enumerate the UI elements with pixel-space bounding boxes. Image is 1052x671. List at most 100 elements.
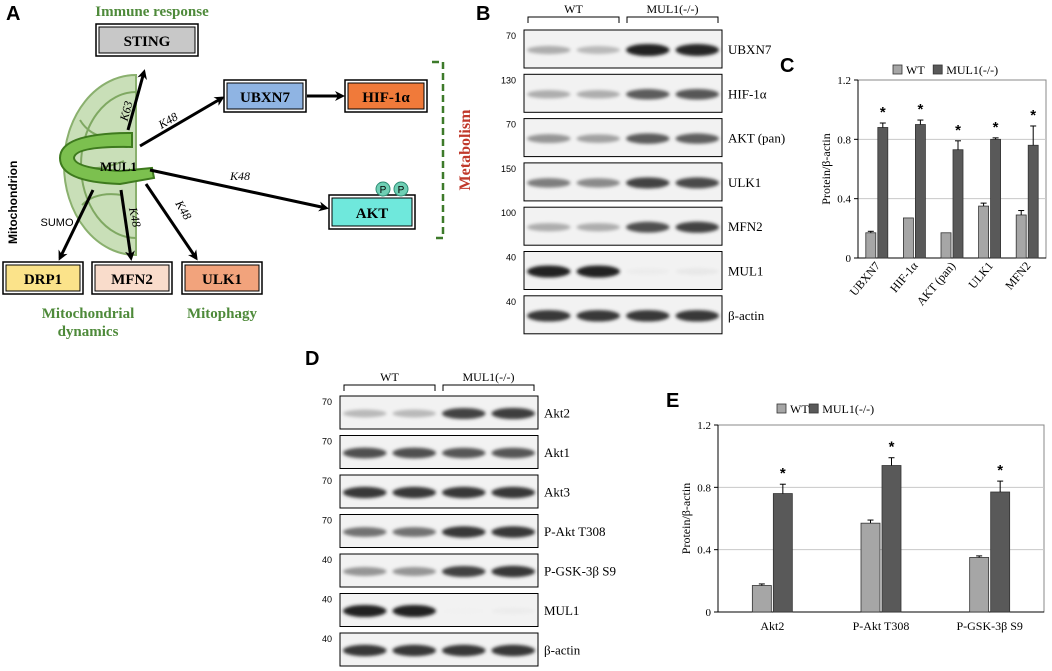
x-tick-label: UBXN7 (847, 259, 883, 299)
ubxn7-label: UBXN7 (240, 90, 291, 106)
blot-band (576, 310, 621, 322)
blot-band (342, 447, 387, 459)
blot-band (526, 265, 571, 278)
phospho-label-2: P (398, 185, 405, 196)
edge-label-ulk1: K48 (172, 197, 195, 222)
edge-label-akt: K48 (229, 169, 250, 183)
mito-dynamics-line1: Mitochondrial (42, 306, 135, 322)
blot-row: 130 HIF-1α (501, 73, 767, 113)
mw-marker: 70 (506, 31, 516, 41)
panel-a: A Mitochondrion MUL1 K63 K48 K48 SUMO K (2, 3, 474, 340)
blot-band (342, 486, 387, 499)
edge-label-sting: K63 (117, 99, 136, 123)
arrow-to-ulk1 (144, 183, 198, 261)
mfn2-box: MFN2 (91, 261, 173, 295)
blot-band (526, 134, 571, 144)
edge-label-drp1: SUMO (41, 217, 74, 229)
y-tick-label: 0 (706, 607, 712, 619)
hif-box: HIF-1α (344, 79, 428, 113)
panel-e: E 0 0.4 0.8 1.2 Protein/β-actin * Akt2 * P-Akt T… (666, 390, 1045, 633)
y-tick-label: 0 (846, 253, 852, 265)
x-tick-label: Akt2 (760, 619, 784, 633)
western-blot-d: WT MUL1(-/-) 70 Akt2 70 Akt1 70 Akt3 70 P-Akt T30… (322, 370, 616, 667)
mw-marker: 40 (506, 297, 516, 307)
significance-marker: * (955, 122, 961, 139)
blot-row-label: β-actin (728, 308, 765, 323)
blot-band (441, 447, 486, 459)
immune-response-label: Immune response (95, 4, 209, 20)
mw-marker: 70 (322, 437, 332, 447)
x-tick-label: ULK1 (965, 259, 995, 291)
mw-marker: 150 (501, 164, 516, 174)
blot-row-label: Akt2 (544, 406, 570, 421)
panel-b-letter: B (476, 3, 490, 25)
blot-band (441, 526, 486, 538)
blot-band (526, 90, 571, 99)
x-tick-label: MFN2 (1002, 259, 1033, 293)
metabolism-label: Metabolism (457, 109, 474, 191)
blot-band (491, 486, 536, 499)
mitophagy-label: Mitophagy (187, 306, 258, 322)
blot-band (441, 607, 486, 615)
blot-band (625, 177, 670, 189)
arrow-to-akt (149, 168, 329, 212)
blot-band (441, 407, 486, 420)
blot-row-label: Akt1 (544, 445, 570, 460)
blot-band (342, 644, 387, 657)
bar (978, 205, 989, 259)
y-tick-label: 0.8 (697, 482, 711, 494)
mw-marker: 40 (322, 634, 332, 644)
blot-row-label: UBXN7 (728, 42, 772, 57)
significance-marker: * (917, 101, 923, 118)
mw-marker: 70 (322, 476, 332, 486)
bar (990, 491, 1011, 613)
y-axis-label: Protein/β-actin (819, 133, 833, 204)
blot-band (526, 178, 571, 188)
group-label: WT (564, 2, 583, 16)
bar (990, 138, 1001, 259)
blot-row: 150 ULK1 (501, 162, 761, 202)
blot-band (342, 527, 387, 537)
group-bracket (626, 16, 719, 23)
arrow-to-sting (126, 69, 147, 131)
bar (772, 493, 793, 613)
blot-band (576, 178, 621, 188)
x-tick-label: P-Akt T308 (853, 619, 910, 633)
blot-band (392, 527, 437, 537)
blot-band (491, 565, 536, 578)
blot-band (392, 409, 437, 418)
y-tick-label: 0.4 (697, 545, 711, 557)
bar (940, 232, 952, 259)
arrow-to-ubxn7 (139, 96, 225, 148)
bar (915, 124, 926, 259)
panel-e-letter: E (666, 390, 679, 412)
blot-band (625, 268, 670, 275)
blot-band (491, 607, 536, 615)
mul1-icon (58, 131, 156, 186)
ulk1-label: ULK1 (202, 272, 242, 288)
bar (969, 557, 990, 613)
blot-row-label: MUL1 (544, 603, 579, 618)
blot-row: 40 β-actin (322, 632, 581, 667)
blot-band (491, 447, 536, 459)
bar-chart-c: 0 0.4 0.8 1.2 Protein/β-actin * UBXN7 * HIF-1α * A… (819, 63, 1047, 308)
blot-band (392, 567, 437, 576)
blot-row: 40 MUL1 (322, 593, 579, 627)
blot-row: 70 Akt1 (322, 435, 570, 469)
blot-row-label: Akt3 (544, 485, 570, 500)
group-label: MUL1(-/-) (463, 370, 515, 384)
mw-marker: 40 (322, 595, 332, 605)
bar (1015, 214, 1027, 259)
arrow-to-mfn2 (119, 189, 135, 261)
blot-band (491, 526, 536, 538)
blot-band (491, 644, 536, 657)
x-tick-label: AKT (pan) (914, 259, 959, 308)
sting-box: STING (95, 23, 199, 57)
y-tick-label: 0.8 (837, 134, 851, 146)
blot-row: 40 β-actin (506, 295, 765, 335)
blot-band (441, 486, 486, 499)
mw-marker: 70 (322, 516, 332, 526)
blot-band (625, 89, 670, 100)
phospho-label-1: P (380, 185, 387, 196)
mitochondrion-label: Mitochondrion (6, 161, 20, 244)
